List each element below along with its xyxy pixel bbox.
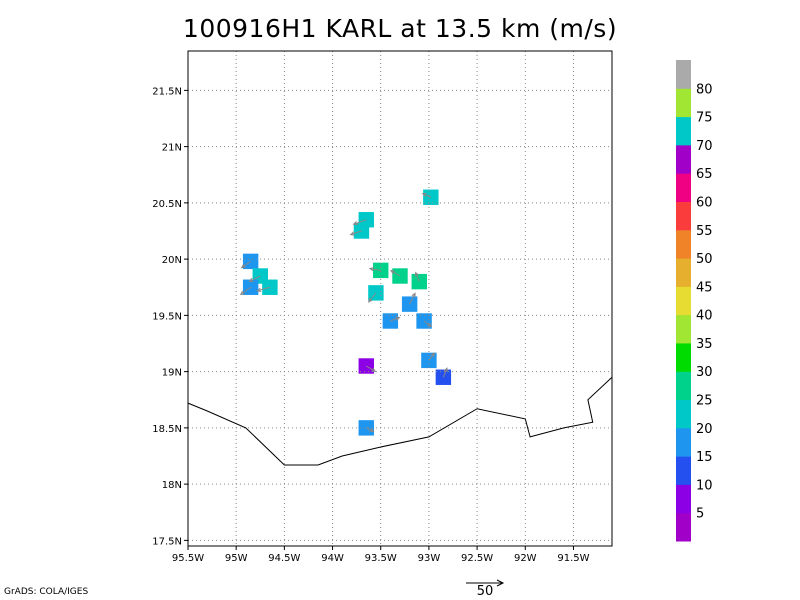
wind-vector-south-cell-1	[428, 352, 435, 361]
lat-tick-label: 19N	[162, 368, 182, 379]
reference-vector	[466, 579, 505, 587]
wind-cell-south-cell-3	[358, 358, 374, 374]
colorbar-label: 5	[696, 507, 704, 522]
colorbar-segment	[676, 314, 691, 344]
wind-vector-ne-cell	[421, 193, 432, 198]
lon-tick-label: 92.5W	[461, 553, 493, 564]
wind-vector-core-4	[409, 292, 416, 305]
latitude-axis: 17.5N 18N 18.5N 19N 19.5N 20N 20.5N 21N 21.5N	[152, 86, 188, 547]
coastline-path	[187, 376, 613, 466]
reference-vector-head	[496, 579, 505, 587]
lon-tick-label: 93W	[418, 553, 441, 564]
colorbar-label: 15	[696, 450, 713, 465]
colorbar-label: 65	[696, 167, 713, 182]
colorbar-label: 55	[696, 224, 713, 239]
lon-tick-label: 93.5W	[365, 553, 397, 564]
colorbar-segment	[676, 286, 691, 316]
wind-vector-core-2	[390, 270, 401, 277]
colorbar-segment	[676, 512, 691, 542]
colorbar-segment	[676, 116, 691, 146]
colorbar-segment	[676, 371, 691, 401]
colorbar-label: 35	[696, 337, 713, 352]
wind-vector-core-1	[368, 266, 381, 272]
lat-tick-label: 18.5N	[152, 424, 182, 435]
wind-cell-core-1	[373, 262, 389, 279]
lat-tick-label: 18N	[162, 480, 182, 491]
colorbar-label: 50	[696, 252, 713, 267]
colorbar-segment	[676, 484, 691, 514]
lat-tick-label: 20.5N	[152, 199, 182, 210]
wind-vector-core-3	[414, 271, 420, 282]
colorbar-segment	[676, 201, 691, 231]
colorbar-label: 45	[696, 280, 713, 295]
colorbar-segment	[676, 427, 691, 457]
wind-speed-cells	[242, 189, 452, 436]
colorbar-segment	[676, 258, 691, 287]
coastline	[187, 376, 613, 466]
colorbar-label: 40	[696, 309, 713, 324]
lat-tick-label: 21N	[162, 143, 182, 154]
colorbar-segment	[676, 88, 691, 118]
lat-lon-gridlines	[188, 51, 612, 546]
colorbar-segment	[676, 229, 691, 259]
wind-vector-coast-cell	[366, 427, 375, 432]
colorbar: 5 10 15 20 25 30 35 40 45 50 55 60 65 70 75 80	[676, 60, 713, 542]
colorbar-label: 10	[696, 478, 713, 493]
colorbar-label: 20	[696, 422, 713, 437]
wind-vector-north-cell-2	[349, 230, 362, 236]
colorbar-segment	[676, 456, 691, 485]
lat-tick-label: 17.5N	[152, 536, 182, 547]
chart-title: 100916H1 KARL at 13.5 km (m/s)	[182, 14, 618, 43]
wind-vector-core-7	[367, 292, 377, 303]
wind-vector-core-5	[390, 316, 401, 322]
wind-vector-south-cell-3	[366, 365, 377, 372]
wind-vectors	[239, 193, 448, 432]
lat-tick-label: 19.5N	[152, 311, 182, 322]
colorbar-label: 75	[696, 111, 713, 126]
wind-cell-core-6	[416, 313, 432, 329]
lon-tick-label: 94.5W	[268, 553, 300, 564]
credit-label: GrADS: COLA/IGES	[4, 587, 89, 597]
lat-tick-label: 20N	[162, 255, 182, 266]
wind-cell-core-7	[368, 285, 384, 301]
wind-vector-west-cluster-2	[248, 275, 261, 282]
colorbar-segment	[676, 60, 691, 89]
wind-vector-north-cell-1	[352, 219, 367, 226]
colorbar-label: 80	[696, 82, 713, 97]
wind-vector-core-6	[423, 320, 433, 328]
wind-vector-west-cluster-4	[239, 286, 251, 296]
wind-vector-west-cluster-3	[256, 286, 271, 293]
lon-tick-label: 92W	[514, 553, 537, 564]
colorbar-segment	[676, 144, 691, 174]
colorbar-label: 30	[696, 365, 713, 380]
wind-cell-west-cluster-3	[262, 279, 278, 295]
lon-tick-label: 94W	[321, 553, 344, 564]
reference-vector-label: 50	[476, 584, 494, 599]
lat-tick-label: 21.5N	[152, 86, 182, 97]
longitude-axis: 95.5W 95W 94.5W 94W 93.5W 93W 92.5W 92W 91.5W	[172, 546, 590, 564]
lon-tick-label: 95.5W	[172, 553, 204, 564]
colorbar-label: 60	[696, 195, 713, 210]
colorbar-label: 25	[696, 394, 713, 409]
lon-tick-label: 95W	[225, 553, 248, 564]
map-frame	[187, 50, 613, 547]
wind-vector-south-cell-2	[442, 367, 448, 378]
colorbar-segment	[676, 342, 691, 372]
colorbar-segment	[676, 399, 691, 429]
lon-tick-label: 91.5W	[557, 553, 589, 564]
wind-vector-west-cluster-1	[240, 260, 251, 269]
colorbar-label: 70	[696, 139, 713, 154]
colorbar-segment	[676, 173, 691, 202]
